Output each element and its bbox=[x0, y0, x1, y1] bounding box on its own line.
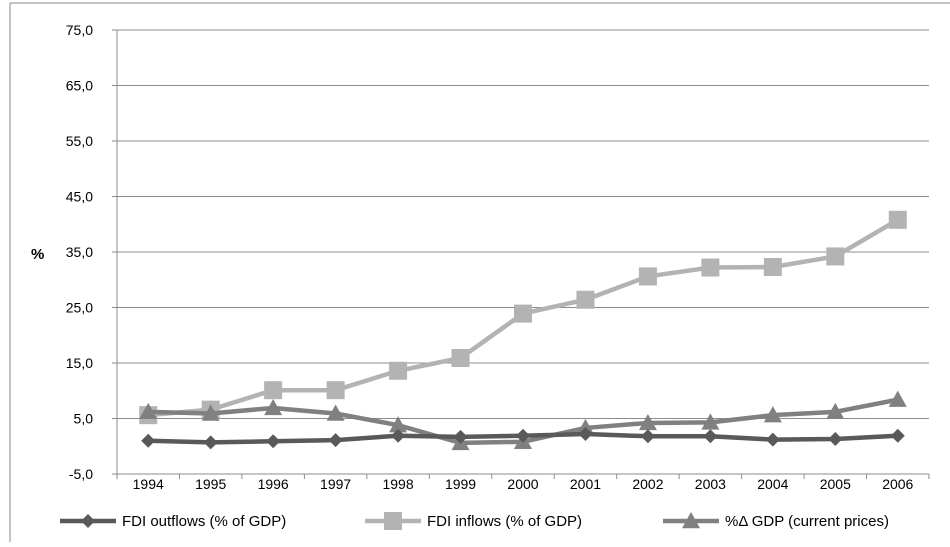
axes bbox=[112, 29, 930, 479]
y-tick-label: 25,0 bbox=[66, 300, 93, 316]
data-point bbox=[826, 402, 845, 420]
legend-label: %Δ GDP (current prices) bbox=[725, 513, 889, 530]
legend-item: FDI outflows (% of GDP) bbox=[60, 513, 286, 530]
legend-marker bbox=[81, 514, 95, 528]
x-tick-label: 1994 bbox=[133, 476, 164, 492]
x-tick-labels: 1994 1995 1996 1997 1998 1999 2000 2001 2002 2003… bbox=[133, 476, 914, 492]
y-tick-label: -5,0 bbox=[69, 466, 93, 482]
data-point bbox=[328, 433, 343, 448]
data-point bbox=[514, 304, 532, 323]
data-point bbox=[640, 429, 655, 444]
data-point bbox=[703, 429, 718, 444]
legend-label: FDI outflows (% of GDP) bbox=[122, 513, 286, 530]
x-tick-label: 1998 bbox=[382, 476, 413, 492]
x-tick-label: 1996 bbox=[258, 476, 289, 492]
data-point bbox=[890, 428, 905, 443]
y-tick-label: 5,0 bbox=[74, 411, 94, 427]
series-0 bbox=[141, 427, 905, 450]
legend-marker bbox=[682, 512, 700, 529]
y-tick-label: 55,0 bbox=[66, 133, 93, 149]
x-tick-label: 2004 bbox=[757, 476, 788, 492]
data-point bbox=[389, 416, 408, 433]
legend-item: %Δ GDP (current prices) bbox=[663, 512, 889, 530]
x-tick-label: 2003 bbox=[695, 476, 726, 492]
x-tick-label: 1997 bbox=[320, 476, 351, 492]
data-point bbox=[888, 390, 907, 407]
y-tick-label: 65,0 bbox=[66, 78, 93, 94]
data-point bbox=[578, 427, 593, 442]
x-tick-label: 2001 bbox=[570, 476, 601, 492]
legend-item: FDI inflows (% of GDP) bbox=[365, 512, 582, 530]
data-point bbox=[139, 402, 158, 420]
data-point bbox=[576, 418, 595, 436]
y-tick-label: 45,0 bbox=[66, 189, 93, 205]
y-tick-label: 35,0 bbox=[66, 244, 93, 260]
x-tick-label: 2002 bbox=[632, 476, 663, 492]
data-point bbox=[451, 349, 470, 368]
series-1 bbox=[139, 210, 907, 425]
data-point bbox=[701, 258, 720, 277]
x-tick-label: 1999 bbox=[445, 476, 476, 492]
data-point bbox=[203, 435, 218, 450]
data-point bbox=[765, 432, 780, 447]
data-point bbox=[391, 428, 406, 443]
y-tick-label: 15,0 bbox=[66, 355, 93, 371]
data-point bbox=[763, 406, 782, 423]
data-point bbox=[576, 290, 595, 309]
data-point bbox=[141, 433, 156, 448]
y-tick-labels: 75,0 65,0 55,0 45,0 35,0 25,0 15,0 5,0 -5,0 bbox=[66, 22, 93, 482]
data-point bbox=[326, 381, 345, 400]
data-point bbox=[638, 267, 657, 286]
x-tick-label: 2005 bbox=[820, 476, 851, 492]
legend-marker bbox=[384, 512, 402, 530]
data-point bbox=[389, 361, 408, 380]
legend: FDI outflows (% of GDP) FDI inflows (% of… bbox=[60, 512, 889, 530]
gridlines bbox=[117, 29, 929, 475]
data-point bbox=[201, 404, 220, 421]
data-point bbox=[828, 432, 843, 447]
data-point bbox=[638, 413, 657, 431]
data-point bbox=[826, 247, 845, 266]
legend-label: FDI inflows (% of GDP) bbox=[427, 513, 582, 530]
x-tick-label: 2000 bbox=[507, 476, 538, 492]
data-point bbox=[701, 413, 720, 430]
x-tick-label: 2006 bbox=[882, 476, 913, 492]
data-point bbox=[266, 434, 281, 449]
data-point bbox=[888, 210, 907, 229]
data-point bbox=[516, 428, 530, 443]
data-point bbox=[763, 257, 782, 276]
data-point bbox=[264, 381, 283, 400]
x-tick-label: 1995 bbox=[195, 476, 226, 492]
y-tick-label: 75,0 bbox=[66, 22, 93, 38]
series-layer bbox=[139, 210, 907, 451]
y-axis-label: % bbox=[31, 246, 44, 263]
data-point bbox=[453, 429, 468, 444]
data-point bbox=[264, 398, 283, 416]
data-point bbox=[326, 404, 345, 421]
